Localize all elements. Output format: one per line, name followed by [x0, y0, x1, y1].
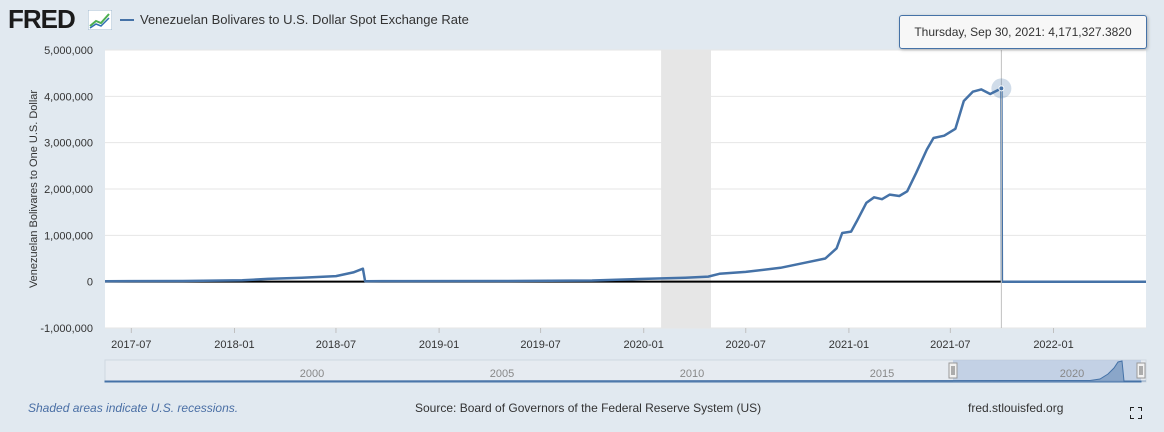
x-tick-label: 2018-01: [214, 339, 254, 351]
hover-tooltip: Thursday, Sep 30, 2021: 4,171,327.3820: [899, 15, 1147, 49]
series-legend[interactable]: Venezuelan Bolivares to U.S. Dollar Spot…: [120, 12, 469, 27]
navigator-handle: [1136, 362, 1146, 379]
navigator-year-label: 2015: [870, 368, 894, 380]
x-tick-label: 2019-01: [419, 339, 459, 351]
navigator-handle: [948, 362, 958, 379]
tooltip-date: Thursday, Sep 30, 2021:: [914, 25, 1045, 39]
x-tick-label: 2020-01: [624, 339, 664, 351]
expand-icon[interactable]: [1130, 407, 1142, 419]
tooltip-value: 4,171,327.3820: [1048, 25, 1132, 39]
navigator-year-label: 2020: [1060, 368, 1084, 380]
x-tick-label: 2018-07: [316, 339, 356, 351]
x-tick-label: 2021-07: [930, 339, 970, 351]
fred-logo[interactable]: FRED: [8, 4, 76, 34]
navigator-year-label: 2010: [680, 368, 704, 380]
x-tick-label: 2021-01: [829, 339, 869, 351]
y-tick-label: -1,000,000: [40, 323, 93, 335]
navigator-year-label: 2005: [490, 368, 514, 380]
y-tick-label: 1,000,000: [44, 230, 93, 242]
recession-note[interactable]: Shaded areas indicate U.S. recessions.: [28, 401, 239, 415]
y-tick-label: 0: [87, 277, 93, 289]
source-text: Source: Board of Governors of the Federa…: [415, 401, 762, 415]
navigator-selection: [953, 360, 1141, 382]
x-tick-label: 2020-07: [726, 339, 766, 351]
x-tick-label: 2019-07: [520, 339, 560, 351]
legend-swatch: [120, 18, 134, 21]
y-tick-label: 4,000,000: [44, 91, 93, 103]
y-tick-label: 3,000,000: [44, 138, 93, 150]
fred-url[interactable]: fred.stlouisfed.org: [968, 401, 1064, 415]
hover-marker: [998, 85, 1005, 92]
x-tick-label: 2017-07: [111, 339, 151, 351]
y-tick-label: 2,000,000: [44, 184, 93, 196]
fred-logo-graph-icon: [88, 10, 112, 30]
navigator-series: [104, 360, 1142, 383]
legend-label: Venezuelan Bolivares to U.S. Dollar Spot…: [140, 12, 469, 27]
series-line: [104, 87, 1146, 283]
y-axis-title: Venezuelan Bolivares to One U.S. Dollar: [28, 90, 40, 288]
y-tick-label: 5,000,000: [44, 45, 93, 57]
navigator-year-label: 2000: [300, 368, 324, 380]
x-tick-label: 2022-01: [1033, 339, 1073, 351]
